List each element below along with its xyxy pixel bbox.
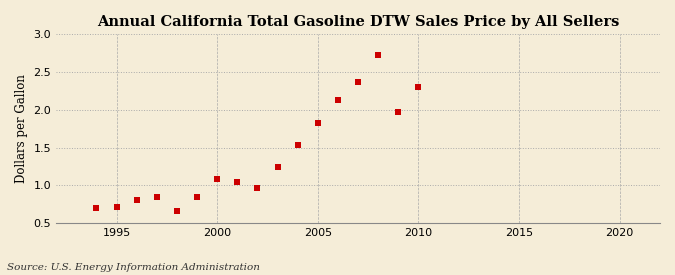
- Point: [252, 186, 263, 191]
- Point: [373, 53, 383, 58]
- Text: Source: U.S. Energy Information Administration: Source: U.S. Energy Information Administ…: [7, 263, 260, 272]
- Point: [393, 110, 404, 114]
- Point: [272, 165, 283, 169]
- Point: [91, 206, 102, 210]
- Point: [232, 179, 243, 184]
- Point: [212, 176, 223, 181]
- Point: [131, 197, 142, 202]
- Point: [111, 204, 122, 209]
- Point: [192, 195, 202, 200]
- Point: [333, 98, 344, 102]
- Point: [413, 85, 424, 89]
- Title: Annual California Total Gasoline DTW Sales Price by All Sellers: Annual California Total Gasoline DTW Sal…: [97, 15, 619, 29]
- Point: [352, 80, 363, 84]
- Y-axis label: Dollars per Gallon: Dollars per Gallon: [15, 74, 28, 183]
- Point: [151, 195, 162, 200]
- Point: [171, 209, 182, 213]
- Point: [313, 120, 323, 125]
- Point: [292, 143, 303, 148]
